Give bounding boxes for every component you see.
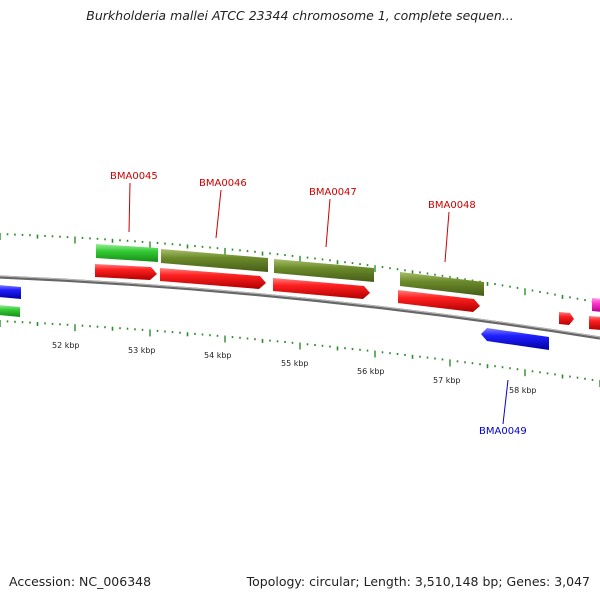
- label-leader-line: [502, 379, 509, 425]
- gene-track: [0, 244, 600, 317]
- outer-tick-track: [0, 233, 600, 309]
- label-leader-line: [444, 211, 450, 263]
- cds-forward-arrow[interactable]: [273, 278, 370, 299]
- scale-label: 58 kbp: [509, 386, 537, 395]
- scale-label: 57 kbp: [433, 376, 461, 385]
- gene-label-bma0048[interactable]: BMA0048: [428, 200, 476, 211]
- scale-label: 52 kbp: [52, 341, 80, 350]
- gene-feature[interactable]: [96, 244, 158, 262]
- gene-label-bma0049[interactable]: BMA0049: [479, 426, 527, 437]
- cds-forward-arrow[interactable]: [589, 316, 600, 330]
- gene-feature[interactable]: [161, 249, 268, 272]
- gene-feature[interactable]: [0, 305, 20, 317]
- cds-forward-arrow[interactable]: [559, 312, 574, 325]
- label-leader-line: [128, 182, 131, 233]
- cds-forward-track: [95, 264, 600, 330]
- inner-tick-track: [0, 320, 600, 387]
- genome-backbone: [0, 275, 600, 340]
- genome-summary-text: Topology: circular; Length: 3,510,148 bp…: [246, 574, 590, 589]
- map-title: Burkholderia mallei ATCC 23344 chromosom…: [86, 8, 514, 23]
- label-leader-line: [215, 189, 222, 239]
- gene-feature[interactable]: [274, 259, 374, 282]
- cds-forward-arrow[interactable]: [398, 290, 480, 312]
- scale-label: 53 kbp: [128, 346, 156, 355]
- scale-label: 55 kbp: [281, 359, 309, 368]
- cds-reverse-arrow[interactable]: [481, 328, 549, 350]
- gene-label-bma0045[interactable]: BMA0045: [110, 171, 158, 182]
- gene-feature[interactable]: [400, 272, 484, 296]
- gene-label-bma0047[interactable]: BMA0047: [309, 187, 357, 198]
- scale-labels: 52 kbp 53 kbp 54 kbp 55 kbp 56 kbp 57 kb…: [52, 341, 537, 395]
- gene-labels: BMA0045 BMA0046 BMA0047 BMA0048 BMA0049: [110, 171, 527, 437]
- cds-forward-arrow[interactable]: [95, 264, 157, 280]
- label-leader-line: [325, 198, 331, 248]
- gene-label-bma0046[interactable]: BMA0046: [199, 178, 247, 189]
- scale-label: 54 kbp: [204, 351, 232, 360]
- gene-feature[interactable]: [592, 298, 600, 312]
- cds-reverse-track: [0, 285, 549, 350]
- cds-reverse-arrow[interactable]: [0, 285, 21, 299]
- scale-label: 56 kbp: [357, 367, 385, 376]
- accession-text: Accession: NC_006348: [9, 574, 152, 589]
- cds-forward-arrow[interactable]: [160, 268, 266, 289]
